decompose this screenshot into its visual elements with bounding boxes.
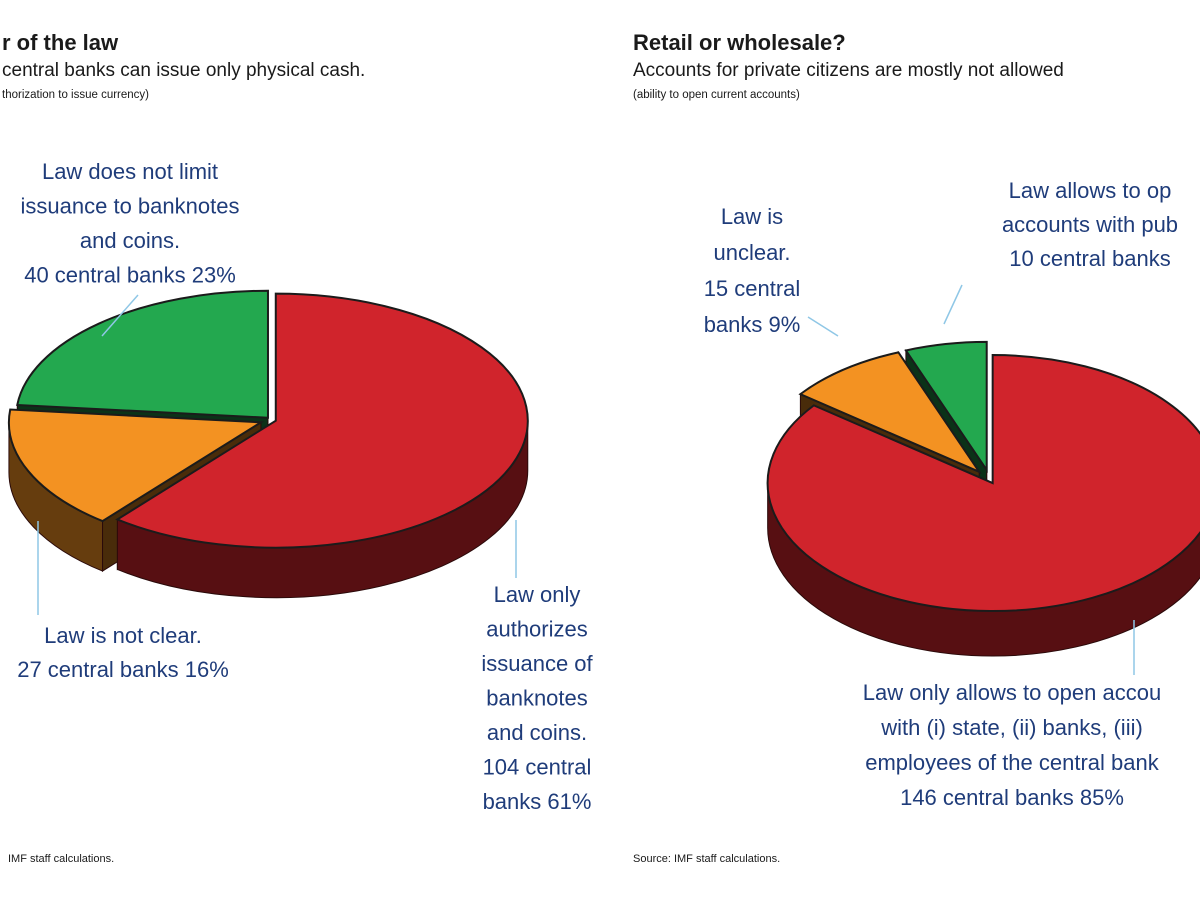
slice-label-line: Law allows to op [1009, 178, 1172, 203]
slice-label-line: 15 central [704, 276, 801, 301]
pie-slice [766, 354, 1200, 613]
leader-line [943, 284, 963, 325]
slice-label-line: with (i) state, (ii) banks, (iii) [880, 715, 1143, 740]
slice-label-line: banknotes [486, 686, 588, 711]
chart-title: r of the law [2, 30, 119, 55]
leader-line [807, 316, 839, 337]
slice-label-line: 10 central banks [1009, 246, 1170, 271]
chart-note: (ability to open current accounts) [633, 89, 800, 101]
slice-label-line: unclear. [713, 240, 790, 265]
pie-chart: Law only allows to open accou with (i) st… [704, 178, 1200, 810]
slice-label-line: employees of the central bank [865, 750, 1160, 775]
chart-panel-right: Retail or wholesale? Accounts for privat… [600, 0, 1200, 900]
slice-label-line: Law is not clear. [44, 623, 202, 648]
leader-line [101, 294, 139, 337]
slice-label-line: Law does not limit [42, 159, 218, 184]
slice-label-line: 146 central banks 85% [900, 785, 1124, 810]
slice-label-line: banks 9% [704, 312, 801, 337]
slice-label-line: issuance of [481, 651, 593, 676]
slice-label: Law does not limit issuance to banknotes a… [21, 159, 240, 288]
chart-subtitle: central banks can issue only physical ca… [2, 60, 366, 81]
slice-label-line: and coins. [487, 720, 587, 745]
pie-chart: Law only authorizes issuance of banknotes an… [7, 159, 594, 814]
chart-subtitle: Accounts for private citizens are mostly… [633, 60, 1064, 81]
slice-label-line: 40 central banks 23% [24, 263, 236, 288]
pie-slice [16, 289, 269, 419]
slice-label-line: Law is [721, 204, 783, 229]
slice-label-line: 27 central banks 16% [17, 657, 229, 682]
pie-slice [115, 292, 529, 549]
chart-title: Retail or wholesale? [633, 30, 846, 55]
pie-slice [798, 351, 982, 475]
slice-label: Law is unclear. 15 central banks 9% [704, 204, 801, 337]
slice-label: Law only authorizes issuance of banknotes an… [481, 582, 593, 814]
pie-slice [7, 408, 265, 523]
chart-note: thorization to issue currency) [2, 89, 150, 101]
chart-source: Source: IMF staff calculations. [633, 853, 781, 865]
pie-slice [904, 340, 988, 474]
slice-label-line: Law only [494, 582, 581, 607]
slice-label: Law allows to op accounts with pub 10 cent… [1002, 178, 1178, 271]
slice-label-line: and coins. [80, 228, 180, 253]
slice-label-line: 104 central [483, 755, 592, 780]
slice-label-line: issuance to banknotes [21, 194, 240, 219]
chart-source: IMF staff calculations. [8, 853, 115, 865]
chart-panel-left: r of the law central banks can issue onl… [2, 30, 594, 865]
slice-label: Law is not clear. 27 central banks 16% [17, 623, 229, 682]
slice-label-line: banks 61% [483, 789, 592, 814]
slice-label-line: authorizes [486, 617, 588, 642]
slice-label-line: accounts with pub [1002, 212, 1178, 237]
slice-label-line: Law only allows to open accou [863, 680, 1161, 705]
slice-label: Law only allows to open accou with (i) st… [863, 680, 1161, 810]
